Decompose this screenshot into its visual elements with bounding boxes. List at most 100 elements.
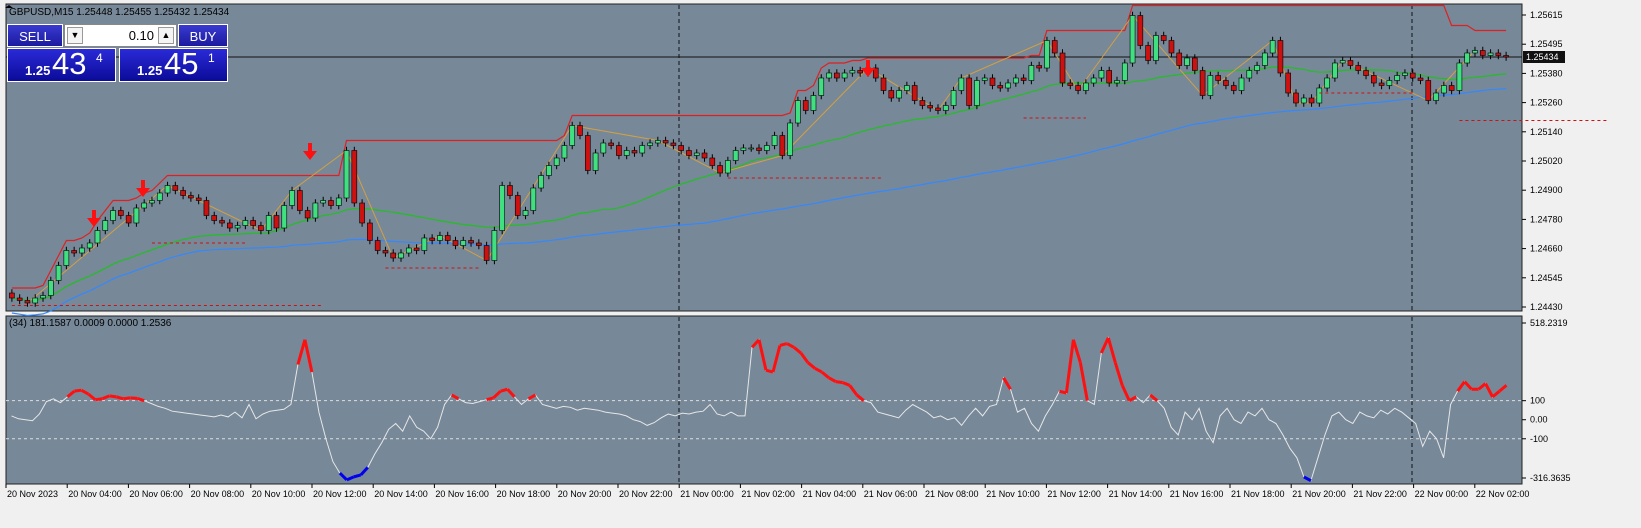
bearish-candle [514, 195, 521, 216]
bearish-candle [709, 157, 716, 166]
bullish-candle [530, 187, 537, 211]
upper-band-line [11, 4, 1507, 289]
bullish-candle [1254, 65, 1260, 71]
sell-button[interactable]: SELL [7, 24, 63, 47]
indicator-tick-label: 100 [1530, 396, 1545, 406]
bearish-candle [226, 222, 233, 229]
bearish-candle [390, 252, 397, 259]
bearish-candle [429, 237, 435, 241]
bearish-candle [180, 190, 186, 196]
price-tick-label: 1.25020 [1530, 156, 1563, 166]
time-tick-label: 22 Nov 02:00 [1476, 489, 1530, 499]
bearish-candle [374, 240, 381, 251]
bullish-candle [647, 142, 653, 146]
bullish-candle [1207, 75, 1214, 96]
bearish-candle [779, 135, 786, 156]
bullish-candle [538, 175, 544, 189]
bearish-candle [24, 300, 31, 304]
chevron-up-icon[interactable]: ▲ [158, 27, 174, 44]
bearish-candle [888, 90, 895, 99]
time-tick-label: 20 Nov 18:00 [497, 489, 551, 499]
bullish-candle [164, 185, 171, 194]
buy-price-box[interactable]: 1.25 45 1 [119, 46, 228, 82]
bearish-candle [1145, 45, 1151, 61]
cci-overbought-segment [828, 376, 837, 383]
bullish-candle [522, 210, 529, 216]
bearish-candle [1137, 15, 1144, 46]
bearish-candle [1020, 77, 1027, 81]
cci-overbought-segment [66, 389, 76, 399]
price-tick-label: 1.24780 [1530, 214, 1563, 224]
cci-overbought-segment [130, 396, 138, 400]
bullish-candle [974, 80, 980, 106]
bullish-candle [110, 210, 116, 221]
bearish-candle [616, 145, 622, 156]
bullish-candle [102, 220, 109, 231]
bearish-candle [1378, 82, 1385, 86]
bearish-candle [304, 210, 311, 219]
bearish-candle [1347, 60, 1354, 66]
bearish-candle [1223, 80, 1229, 86]
time-tick-label: 20 Nov 04:00 [68, 489, 122, 499]
bearish-candle [1106, 70, 1113, 84]
chevron-down-icon[interactable]: ▼ [67, 27, 83, 44]
cci-overbought-segment [799, 352, 810, 364]
bearish-candle [989, 77, 996, 86]
bullish-candle [312, 202, 319, 219]
bullish-candle [1316, 87, 1323, 104]
price-tick-label: 1.25260 [1530, 98, 1563, 108]
bullish-candle [1324, 77, 1330, 89]
bearish-candle [1285, 72, 1292, 94]
bearish-candle [476, 242, 482, 246]
time-tick-label: 20 Nov 08:00 [191, 489, 245, 499]
sell-price-box[interactable]: 1.25 43 4 [7, 46, 116, 82]
cci-overbought-segment [1071, 339, 1082, 364]
bullish-candle [335, 197, 342, 206]
bearish-candle [483, 245, 490, 261]
indicator-pane[interactable] [5, 315, 1523, 485]
bullish-candle [795, 100, 801, 124]
bullish-candle [460, 240, 467, 246]
cci-overbought-segment [303, 339, 314, 373]
cci-overbought-segment [1498, 384, 1508, 393]
bullish-candle [149, 200, 155, 204]
bullish-candle [242, 220, 249, 226]
bearish-candle [935, 107, 941, 111]
bullish-candle [1090, 77, 1097, 84]
bullish-candle [981, 77, 988, 81]
cci-overbought-segment [1099, 337, 1110, 354]
bullish-candle [156, 192, 163, 201]
price-tick-label: 1.25380 [1530, 68, 1563, 78]
bullish-candle [896, 90, 902, 99]
bullish-candle [32, 297, 39, 304]
bullish-candle [561, 145, 568, 159]
lot-size-field[interactable]: ▼ 0.10 ▲ [64, 24, 177, 47]
cci-overbought-segment [786, 342, 795, 349]
price-pane[interactable] [5, 3, 1523, 312]
bullish-candle [569, 125, 576, 146]
bearish-candle [584, 135, 591, 171]
cci-overbought-segment [1106, 337, 1117, 363]
bullish-candle [281, 205, 288, 229]
bullish-candle [234, 225, 241, 229]
cci-overbought-segment [779, 342, 788, 347]
cci-overbought-segment [771, 345, 782, 373]
buy-button[interactable]: BUY [178, 24, 228, 47]
price-tick-label: 1.24900 [1530, 185, 1563, 195]
cci-overbought-segment [1002, 377, 1012, 391]
bearish-candle [1417, 77, 1424, 81]
cci-overbought-segment [855, 393, 865, 402]
bearish-candle [1160, 35, 1167, 41]
cci-overbought-segment [1128, 395, 1137, 402]
indicator-tick-label: 518.2319 [1530, 318, 1568, 328]
lot-value[interactable]: 0.10 [128, 28, 154, 43]
bearish-candle [662, 140, 669, 144]
bullish-candle [405, 247, 412, 254]
bearish-candle [1363, 70, 1369, 76]
time-tick-label: 20 Nov 14:00 [374, 489, 428, 499]
bearish-candle [211, 215, 218, 221]
cci-overbought-segment [814, 366, 823, 374]
bullish-candle [818, 77, 825, 96]
bullish-candle [133, 207, 140, 224]
